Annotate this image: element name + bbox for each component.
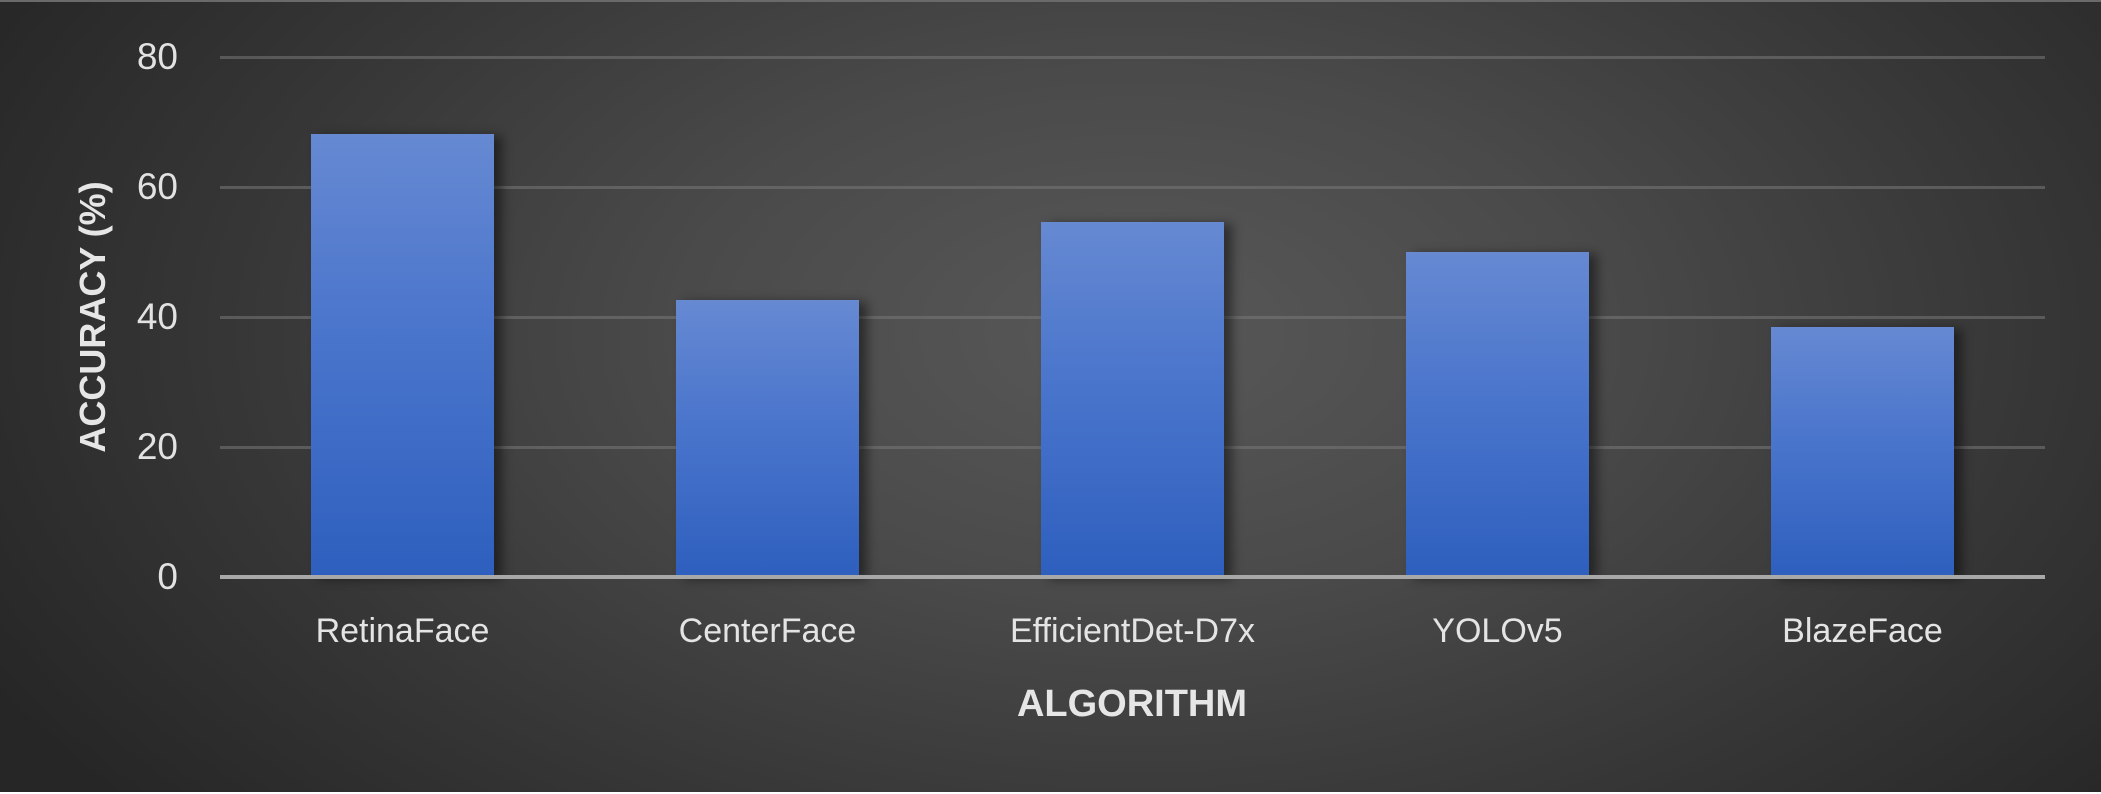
y-tick-60: 60 bbox=[136, 166, 178, 207]
bar-efficientdet-d7x bbox=[1041, 222, 1224, 577]
gridline-60 bbox=[220, 186, 2045, 189]
y-tick-0: 0 bbox=[157, 556, 178, 597]
bar-centerface bbox=[676, 300, 859, 577]
x-tick-label: EfficientDet-D7x bbox=[1009, 612, 1256, 650]
x-axis-title: ALGORITHM bbox=[1016, 683, 1248, 725]
y-tick-20: 20 bbox=[136, 426, 178, 467]
bar-blazeface bbox=[1771, 326, 1954, 577]
x-axis-line bbox=[220, 575, 2045, 579]
y-tick-80: 80 bbox=[136, 36, 178, 77]
x-tick-label: YOLOv5 bbox=[1432, 612, 1563, 650]
x-tick-label: RetinaFace bbox=[315, 612, 490, 650]
x-tick-label: CenterFace bbox=[678, 612, 857, 650]
bar-retinaface bbox=[311, 133, 494, 577]
y-tick-40: 40 bbox=[136, 296, 178, 337]
bar-yolov5 bbox=[1406, 252, 1589, 577]
plot-area bbox=[220, 2, 2045, 794]
gridline-80 bbox=[220, 56, 2045, 59]
x-tick-label: BlazeFace bbox=[1782, 612, 1943, 650]
